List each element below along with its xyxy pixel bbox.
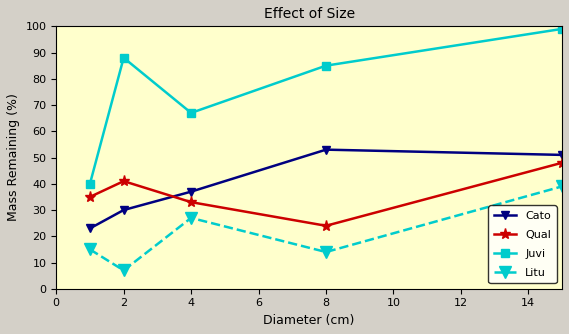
Line: Litu: Litu	[84, 181, 568, 276]
Juvi	[323, 64, 329, 68]
Qual	[188, 200, 195, 204]
Qual	[559, 161, 566, 165]
Line: Qual: Qual	[84, 157, 568, 231]
Litu	[86, 247, 93, 252]
X-axis label: Diameter (cm): Diameter (cm)	[263, 314, 355, 327]
Cato	[559, 153, 566, 157]
Cato	[188, 190, 195, 194]
Qual	[86, 195, 93, 199]
Cato	[323, 148, 329, 152]
Juvi	[188, 111, 195, 115]
Litu	[188, 216, 195, 220]
Line: Juvi: Juvi	[86, 25, 566, 188]
Litu	[120, 269, 127, 273]
Qual	[323, 224, 329, 228]
Legend: Cato, Qual, Juvi, Litu: Cato, Qual, Juvi, Litu	[488, 205, 556, 283]
Y-axis label: Mass Remaining (%): Mass Remaining (%)	[7, 94, 20, 221]
Litu	[323, 250, 329, 254]
Juvi	[559, 27, 566, 31]
Juvi	[86, 182, 93, 186]
Cato	[120, 208, 127, 212]
Qual	[120, 179, 127, 183]
Litu	[559, 184, 566, 188]
Line: Cato: Cato	[86, 146, 566, 232]
Juvi	[120, 56, 127, 60]
Title: Effect of Size: Effect of Size	[263, 7, 354, 21]
Cato	[86, 226, 93, 230]
